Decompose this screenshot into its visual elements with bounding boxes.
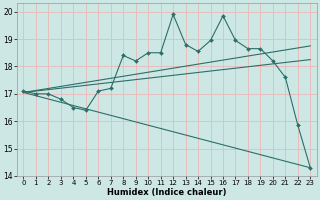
X-axis label: Humidex (Indice chaleur): Humidex (Indice chaleur)	[107, 188, 227, 197]
